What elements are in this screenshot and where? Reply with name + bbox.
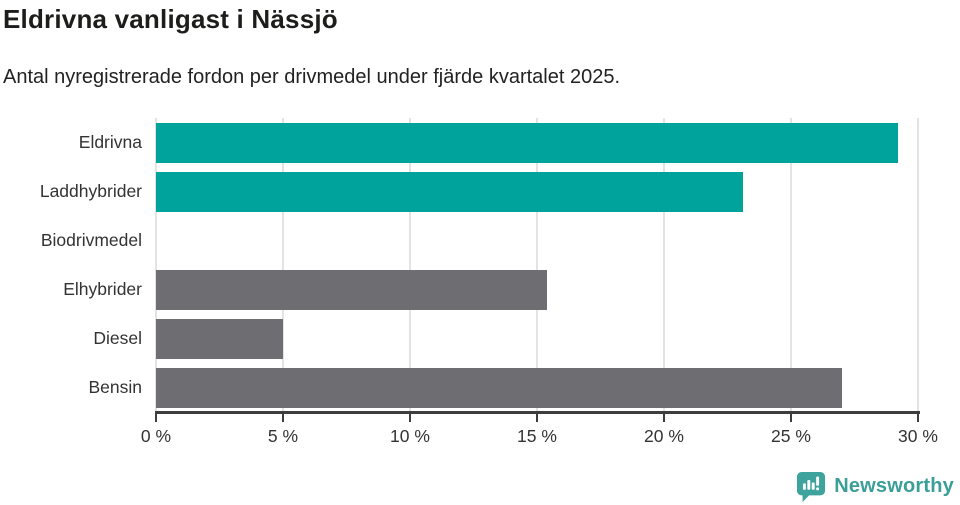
category-label: Elhybrider xyxy=(63,279,142,299)
bar-bensin xyxy=(156,367,842,408)
category-label: Laddhybrider xyxy=(39,181,142,201)
gridline xyxy=(408,118,411,412)
bar-eldrivna xyxy=(156,122,898,163)
gridline xyxy=(917,118,919,412)
tick-label: 10 % xyxy=(390,426,430,446)
x-axis: 0 % 5 % 10 % 15 % 20 % 25 % 30 % xyxy=(141,411,938,463)
newsworthy-logo-icon xyxy=(797,471,826,502)
brand-footer: Newsworthy xyxy=(796,471,954,502)
tick-label: 15 % xyxy=(517,426,557,446)
gridline xyxy=(281,118,284,412)
tick-label: 0 % xyxy=(140,426,172,446)
tick-mark xyxy=(917,414,919,422)
tick-mark xyxy=(790,414,792,422)
chart-subtitle: Antal nyregistrerade fordon per drivmede… xyxy=(3,66,621,88)
gridline xyxy=(790,118,792,412)
plot-area xyxy=(155,118,919,412)
tick-mark xyxy=(408,414,411,422)
bar-chart: Eldrivna Laddhybrider Biodrivmedel Elhybrid… xyxy=(0,118,960,446)
brand-name: Newsworthy xyxy=(834,475,954,497)
category-label: Biodrivmedel xyxy=(40,230,142,250)
tick-label: 20 % xyxy=(644,426,684,446)
gridline xyxy=(536,118,538,412)
tick-mark xyxy=(662,414,665,422)
category-axis: Eldrivna Laddhybrider Biodrivmedel Elhybrid… xyxy=(0,118,142,412)
tick-label: 5 % xyxy=(267,426,299,446)
category-label: Eldrivna xyxy=(78,132,142,152)
tick-mark xyxy=(281,414,284,422)
bar-diesel xyxy=(156,318,283,359)
tick-mark xyxy=(536,414,538,422)
x-axis-line xyxy=(155,411,920,414)
chart-title: Eldrivna vanligast i Nässjö xyxy=(3,4,338,34)
tick-mark xyxy=(155,414,157,422)
gridline xyxy=(662,118,665,412)
category-label: Diesel xyxy=(93,328,142,348)
tick-label: 30 % xyxy=(898,426,938,446)
tick-label: 25 % xyxy=(771,426,811,446)
category-label: Bensin xyxy=(88,377,142,397)
bar-laddhybrider xyxy=(156,171,743,212)
gridline xyxy=(155,118,157,412)
bar-elhybrider xyxy=(156,269,548,310)
